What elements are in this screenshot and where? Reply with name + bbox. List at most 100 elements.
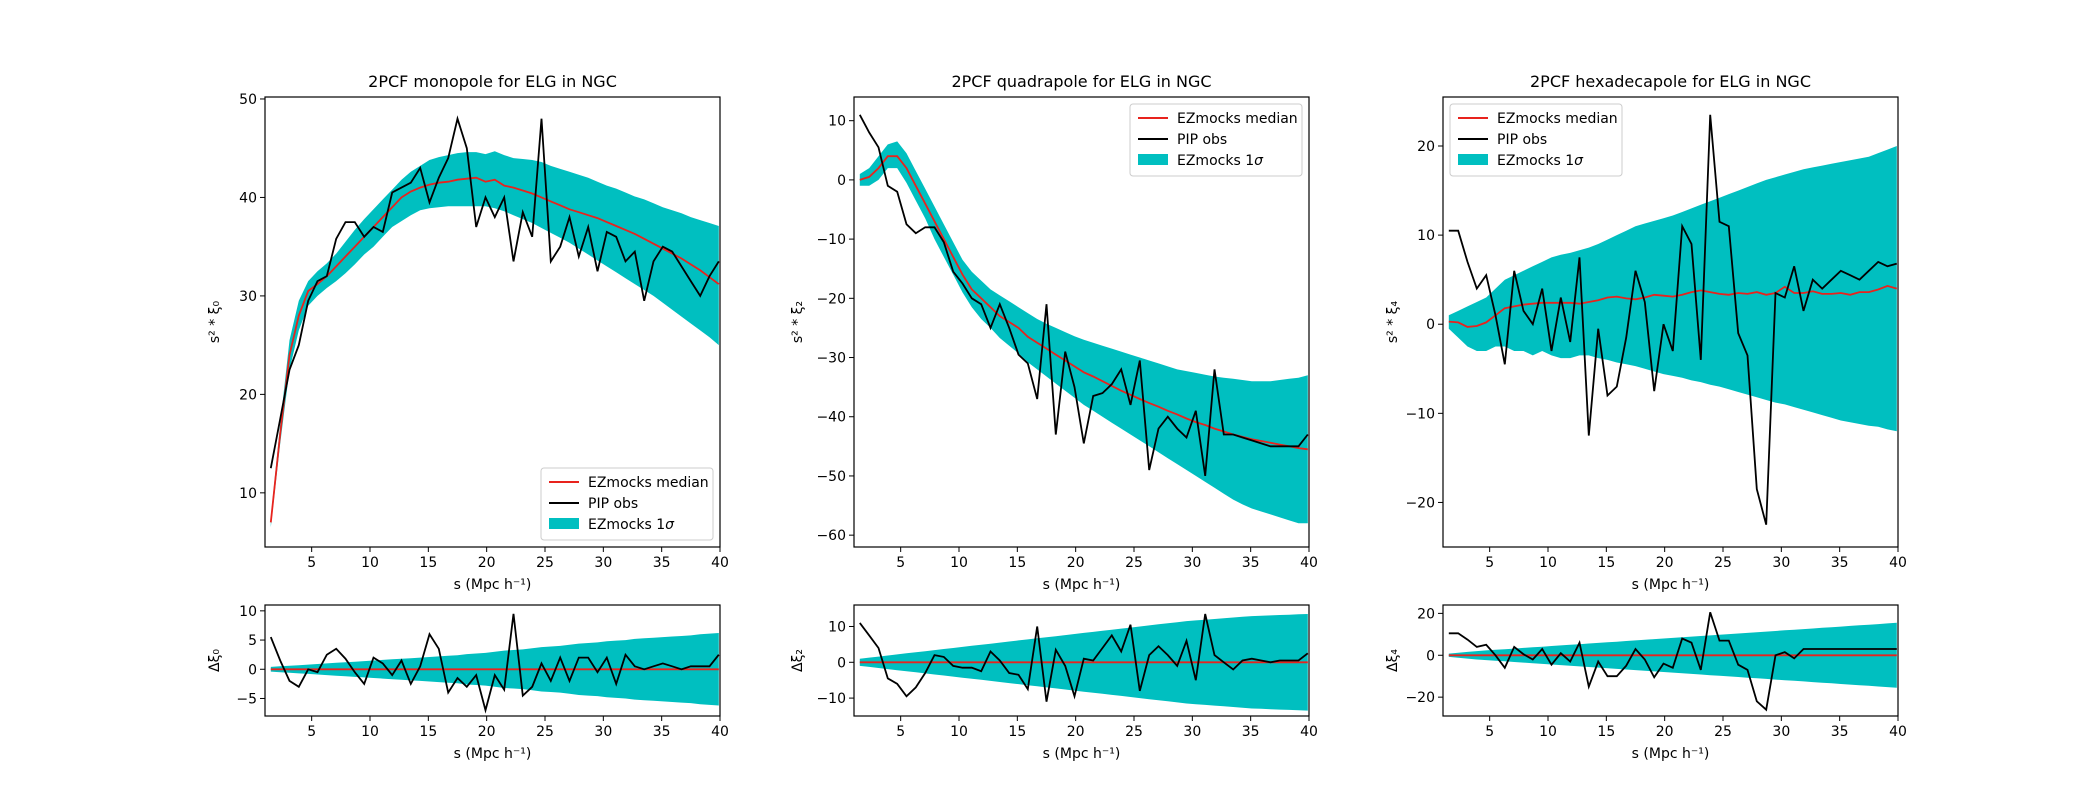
plot-area bbox=[269, 613, 720, 714]
legend: EZmocks median PIP obs EZmocks 1σ bbox=[1449, 103, 1623, 177]
y-axis-label: s² * ξ₄ bbox=[1385, 301, 1401, 344]
legend-band-swatch bbox=[1138, 154, 1168, 165]
y-tick-label: 30 bbox=[239, 289, 257, 305]
band-1sigma bbox=[859, 141, 1308, 524]
band-1sigma bbox=[270, 151, 719, 528]
y-tick-label: 50 bbox=[239, 92, 257, 108]
y-axis-label: s² * ξ₀ bbox=[207, 301, 223, 344]
x-tick-label: 20 bbox=[1067, 724, 1085, 740]
y-tick-label: 5 bbox=[248, 633, 257, 649]
legend-band-label: EZmocks 1σ bbox=[1497, 153, 1584, 169]
obs-line bbox=[269, 613, 720, 714]
panel-2: 5 10 15 20 25 30 35 40 20 10 0 −10 −20 s (Mpc h⁻¹) s² … bbox=[1385, 72, 1907, 593]
y-axis-label: s² * ξ₂ bbox=[790, 301, 806, 343]
y-tick-label: 40 bbox=[239, 190, 257, 206]
x-tick-label: 40 bbox=[711, 724, 729, 740]
y-tick-label: −50 bbox=[816, 469, 846, 485]
x-tick-label: 10 bbox=[361, 724, 379, 740]
panel-3: 5 10 15 20 25 30 35 40 10 5 0 −5 s (Mpc h⁻¹) Δξ₀ bbox=[207, 604, 729, 762]
x-tick-label: 5 bbox=[896, 724, 905, 740]
legend-obs-label: PIP obs bbox=[1177, 132, 1227, 148]
y-tick-label: 20 bbox=[1417, 606, 1435, 622]
y-tick-label: 10 bbox=[828, 619, 846, 635]
axes-frame bbox=[853, 96, 1310, 548]
axes-frame bbox=[853, 604, 1310, 717]
x-tick-label: 5 bbox=[1485, 555, 1494, 571]
y-tick-label: −60 bbox=[816, 528, 846, 544]
x-tick-label: 5 bbox=[1485, 724, 1494, 740]
y-tick-label: 20 bbox=[1417, 139, 1435, 155]
x-tick-label: 5 bbox=[307, 555, 316, 571]
x-tick-label: 30 bbox=[1183, 555, 1201, 571]
x-tick-label: 25 bbox=[1125, 724, 1143, 740]
x-tick-label: 30 bbox=[1772, 724, 1790, 740]
x-tick-label: 40 bbox=[711, 555, 729, 571]
x-tick-label: 20 bbox=[1656, 724, 1674, 740]
x-tick-label: 15 bbox=[1597, 555, 1615, 571]
legend-obs-label: PIP obs bbox=[1497, 132, 1547, 148]
x-axis-label: s (Mpc h⁻¹) bbox=[1632, 746, 1710, 762]
axes-frame bbox=[1442, 96, 1899, 548]
chart-title: 2PCF monopole for ELG in NGC bbox=[368, 72, 617, 91]
panel-0: 5 10 15 20 25 30 35 40 10 20 30 40 50 s (Mpc h⁻¹) s² *… bbox=[207, 72, 729, 593]
y-tick-label: 0 bbox=[837, 655, 846, 671]
x-tick-label: 30 bbox=[594, 724, 612, 740]
x-tick-label: 5 bbox=[896, 555, 905, 571]
y-axis-label: Δξ₄ bbox=[1385, 649, 1401, 672]
band-1sigma bbox=[1448, 146, 1897, 432]
x-tick-label: 35 bbox=[1242, 555, 1260, 571]
y-tick-label: 0 bbox=[248, 662, 257, 678]
x-tick-label: 20 bbox=[1656, 555, 1674, 571]
chart-title: 2PCF hexadecapole for ELG in NGC bbox=[1530, 72, 1811, 91]
obs-line bbox=[859, 114, 1309, 477]
y-tick-label: −10 bbox=[816, 691, 846, 707]
obs-line bbox=[1448, 114, 1898, 525]
plot-area bbox=[859, 114, 1309, 524]
panel-4: 5 10 15 20 25 30 35 40 10 0 −10 s (Mpc h⁻¹) Δξ₂ bbox=[790, 604, 1318, 762]
y-tick-label: −30 bbox=[816, 351, 846, 367]
y-tick-label: 20 bbox=[239, 387, 257, 403]
x-tick-label: 35 bbox=[653, 724, 671, 740]
axes-frame bbox=[1442, 604, 1899, 717]
axes-frame bbox=[264, 604, 721, 717]
x-tick-label: 40 bbox=[1889, 724, 1907, 740]
median-line bbox=[269, 176, 720, 523]
x-tick-label: 20 bbox=[1067, 555, 1085, 571]
legend-band-label: EZmocks 1σ bbox=[1177, 153, 1264, 169]
x-tick-label: 40 bbox=[1889, 555, 1907, 571]
y-tick-label: −20 bbox=[1405, 690, 1435, 706]
x-tick-label: 25 bbox=[536, 724, 554, 740]
y-tick-label: −20 bbox=[816, 291, 846, 307]
y-tick-label: −40 bbox=[816, 410, 846, 426]
legend-median-label: EZmocks median bbox=[1177, 111, 1298, 127]
plot-area bbox=[859, 613, 1309, 711]
y-axis-label: Δξ₀ bbox=[207, 649, 223, 672]
plot-area bbox=[1448, 612, 1897, 712]
x-tick-label: 15 bbox=[1008, 724, 1026, 740]
plot-area bbox=[269, 115, 720, 528]
y-tick-label: 0 bbox=[1426, 317, 1435, 333]
x-tick-label: 35 bbox=[653, 555, 671, 571]
x-axis-label: s (Mpc h⁻¹) bbox=[1043, 577, 1121, 593]
x-tick-label: 10 bbox=[1539, 555, 1557, 571]
chart-title: 2PCF quadrapole for ELG in NGC bbox=[951, 72, 1211, 91]
x-tick-label: 25 bbox=[1714, 555, 1732, 571]
plot-area bbox=[1448, 114, 1898, 525]
legend-band-label: EZmocks 1σ bbox=[588, 517, 675, 533]
obs-line bbox=[269, 115, 720, 469]
x-tick-label: 15 bbox=[1597, 724, 1615, 740]
x-axis-label: s (Mpc h⁻¹) bbox=[454, 746, 532, 762]
x-tick-label: 25 bbox=[536, 555, 554, 571]
y-tick-label: −10 bbox=[1405, 406, 1435, 422]
y-tick-label: −20 bbox=[1405, 495, 1435, 511]
x-tick-label: 10 bbox=[950, 555, 968, 571]
x-tick-label: 20 bbox=[478, 555, 496, 571]
y-tick-label: −5 bbox=[236, 691, 257, 707]
x-tick-label: 25 bbox=[1125, 555, 1143, 571]
x-tick-label: 35 bbox=[1242, 724, 1260, 740]
y-tick-label: 10 bbox=[1417, 228, 1435, 244]
axes-frame bbox=[264, 96, 721, 548]
x-tick-label: 15 bbox=[419, 555, 437, 571]
x-tick-label: 10 bbox=[950, 724, 968, 740]
